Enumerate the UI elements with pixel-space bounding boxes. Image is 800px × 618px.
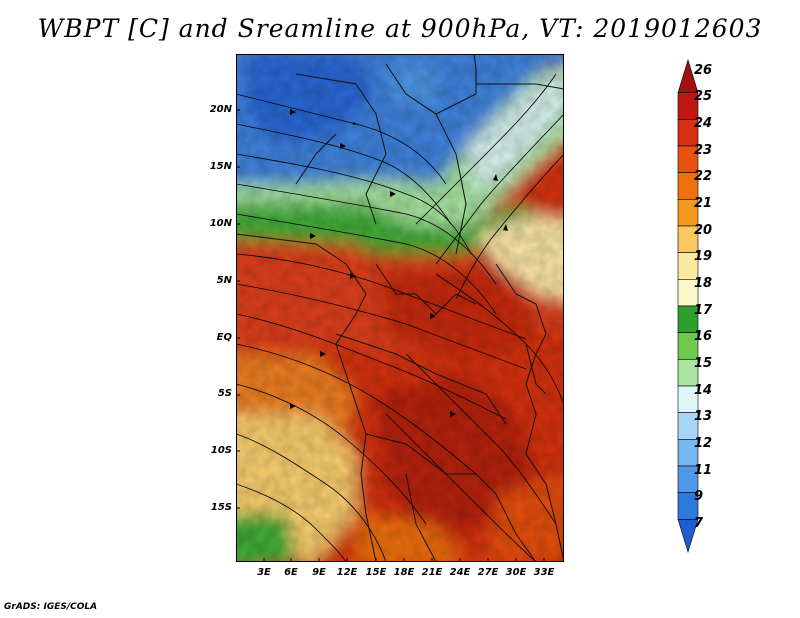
colorbar: [677, 58, 699, 554]
colorbar-level-label: 18: [694, 276, 713, 291]
lon-label-27e: 27E: [477, 567, 499, 578]
colorbar-level-label: 21: [694, 196, 713, 211]
colorbar-level-label: 13: [694, 409, 713, 425]
colorbar-level-label: 23: [694, 142, 713, 158]
lat-label-5n: 5N: [216, 275, 232, 286]
lon-label-33e: 33E: [533, 567, 555, 578]
lon-label-24e: 24E: [449, 567, 471, 578]
footer-credit: GrADS: IGES/COLA: [4, 602, 98, 612]
colorbar-level-label: 11: [694, 462, 713, 478]
colorbar-level-label: 16: [694, 329, 713, 345]
wbpt-map: [236, 54, 564, 562]
lon-label-12e: 12E: [336, 567, 358, 578]
map-ticks: [236, 109, 545, 562]
lon-label-30e: 30E: [505, 567, 527, 578]
colorbar-level-label: 9: [694, 489, 704, 505]
lon-label-18e: 18E: [393, 567, 415, 578]
colorbar-level-label: 26: [694, 62, 713, 78]
streamlines: [236, 73, 564, 562]
lon-label-9e: 9E: [312, 567, 326, 578]
colorbar-level-label: 17: [694, 302, 713, 318]
colorbar-level-label: 22: [694, 169, 713, 185]
lat-label-5s: 5S: [217, 388, 232, 399]
colorbar-level-label: 14: [694, 382, 713, 398]
colorbar-swatch: [677, 519, 699, 554]
chart-title: WBPT [C] and Sreamline at 900hPa, VT: 20…: [37, 14, 763, 43]
colorbar-level-label: 20: [694, 222, 713, 238]
lat-label-eq: EQ: [216, 332, 232, 343]
lon-label-6e: 6E: [284, 567, 298, 578]
lat-label-15s: 15S: [210, 502, 232, 513]
colorbar-level-label: 24: [694, 116, 713, 131]
lon-label-3e: 3E: [257, 567, 271, 578]
lon-label-15e: 15E: [365, 567, 387, 578]
lat-label-20n: 20N: [209, 104, 232, 115]
colorbar-level-label: 19: [694, 249, 713, 265]
lon-label-21e: 21E: [421, 567, 443, 578]
colorbar-level-label: 15: [694, 356, 713, 371]
lat-label-10s: 10S: [210, 445, 232, 456]
colorbar-level-label: 12: [694, 436, 713, 451]
lat-label-10n: 10N: [209, 218, 232, 229]
colorbar-level-label: 7: [694, 516, 704, 531]
colorbar-level-label: 25: [694, 89, 713, 105]
lat-label-15n: 15N: [209, 161, 232, 172]
streamline-arrows: [290, 109, 508, 417]
